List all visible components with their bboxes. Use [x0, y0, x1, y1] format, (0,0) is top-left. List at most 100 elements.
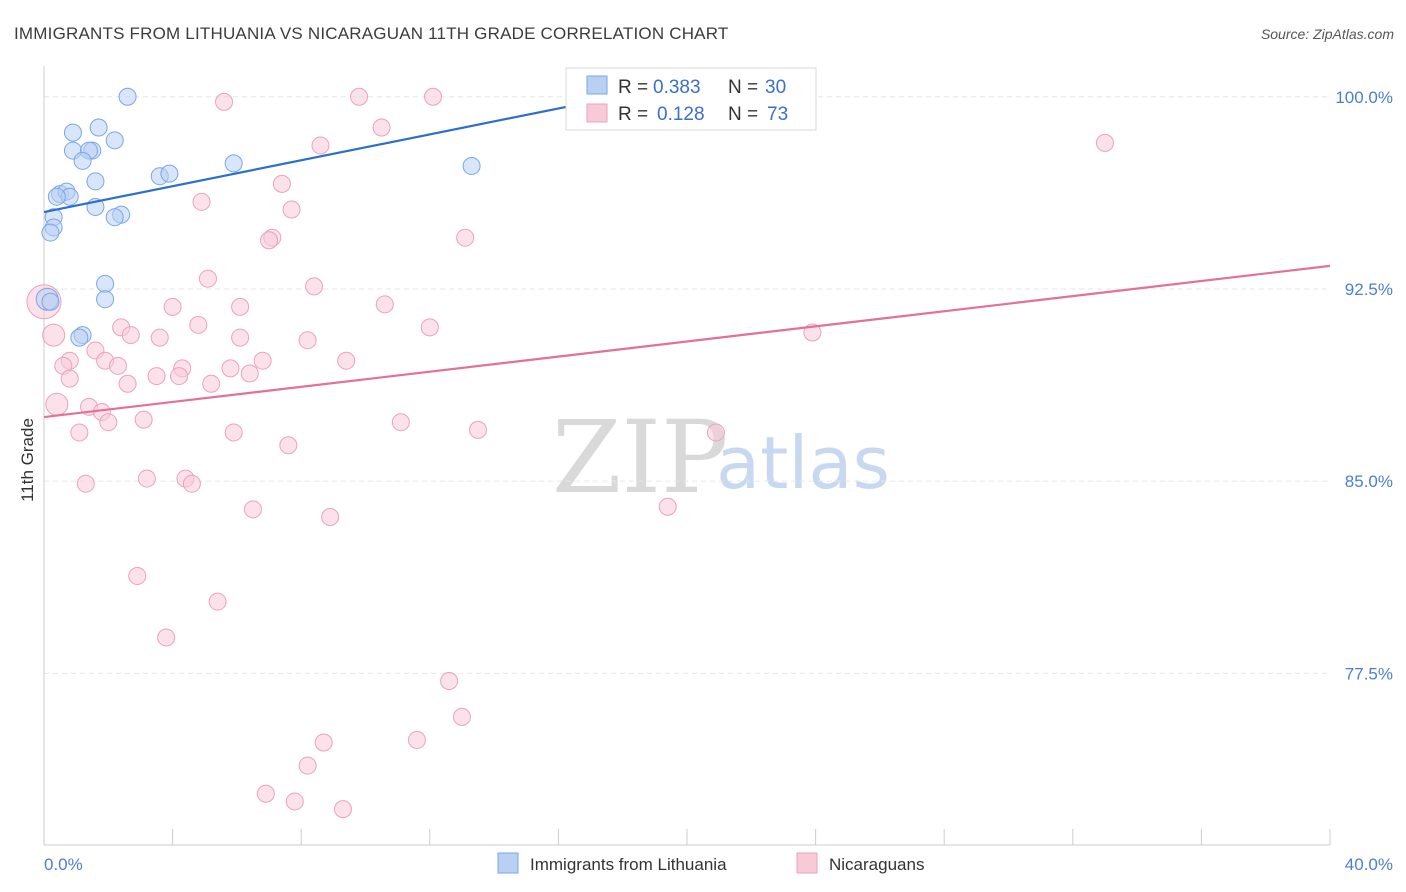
- point-nicaraguans-38: [240, 364, 259, 383]
- point-lithuania-21: [41, 223, 60, 242]
- chart-source: Source: ZipAtlas.com: [1261, 26, 1394, 42]
- point-nicaraguans-59: [658, 497, 677, 516]
- point-nicaraguans-1: [350, 87, 369, 106]
- point-nicaraguans-64: [452, 707, 471, 726]
- point-nicaraguans-67: [298, 756, 317, 775]
- point-nicaraguans-13: [198, 269, 217, 288]
- point-nicaraguans-68: [256, 784, 275, 803]
- point-lithuania-28: [47, 187, 66, 206]
- gridlines: [44, 96, 1330, 674]
- point-nicaraguans-56: [76, 474, 95, 493]
- point-nicaraguans-35: [221, 359, 240, 378]
- axes: [43, 66, 1331, 846]
- point-nicaraguans-46: [99, 413, 118, 432]
- point-nicaraguans-7: [272, 174, 291, 193]
- legend-stats-frame: [565, 67, 817, 131]
- point-lithuania-18: [105, 208, 124, 227]
- point-nicaraguans-66: [407, 730, 426, 749]
- point-nicaraguans-49: [224, 423, 243, 442]
- point-nicaraguans-12: [260, 231, 279, 250]
- x-tick-labels: 0.0% 40.0%: [44, 855, 1393, 874]
- point-nicaraguans-42: [45, 392, 69, 416]
- legend-bottom: Immigrants from Lithuania Nicaraguans: [497, 852, 924, 874]
- x-tick-label-1: 40.0%: [1345, 855, 1393, 874]
- legend-n-nicaraguans: 73: [767, 104, 788, 125]
- point-nicaraguans-15: [163, 297, 182, 316]
- y-tick-label-2: 85.0%: [1345, 472, 1393, 491]
- point-nicaraguans-45: [134, 410, 153, 429]
- watermark-zip: ZIP: [552, 399, 728, 516]
- y-tick-labels: 100.0% 92.5% 85.0% 77.5%: [1335, 88, 1393, 684]
- point-nicaraguans-23: [150, 328, 169, 347]
- legend-bottom-swatch-lithuania: [497, 852, 519, 874]
- y-tick-label-3: 77.5%: [1345, 664, 1393, 683]
- point-nicaraguans-31: [337, 351, 356, 370]
- point-nicaraguans-40: [202, 374, 221, 393]
- point-lithuania-7: [73, 151, 92, 170]
- point-lithuania-8: [224, 154, 243, 173]
- point-lithuania-3: [63, 123, 82, 142]
- point-nicaraguans-19: [189, 315, 208, 334]
- trendline-lithuania: [43, 87, 656, 214]
- point-nicaraguans-58: [321, 508, 340, 526]
- legend-r-lithuania: 0.383: [653, 77, 701, 98]
- point-nicaraguans-25: [298, 331, 317, 350]
- legend-swatch-nicaraguans: [586, 103, 608, 123]
- point-nicaraguans-16: [231, 297, 250, 316]
- point-nicaraguans-52: [279, 436, 298, 455]
- point-lithuania-1: [89, 118, 108, 137]
- point-lithuania-11: [160, 164, 179, 183]
- point-lithuania-22: [96, 274, 115, 293]
- point-nicaraguans-17: [375, 295, 394, 314]
- point-nicaraguans-33: [108, 356, 127, 375]
- point-nicaraguans-22: [121, 326, 140, 345]
- point-nicaraguans-48: [70, 423, 89, 442]
- point-nicaraguans-70: [333, 800, 352, 819]
- point-nicaraguans-41: [118, 374, 137, 393]
- point-nicaraguans-20: [420, 318, 439, 337]
- point-nicaraguans-5: [311, 136, 330, 155]
- point-lithuania-23: [96, 290, 115, 309]
- point-nicaraguans-14: [305, 277, 324, 296]
- point-nicaraguans-55: [182, 474, 201, 493]
- point-lithuania-9: [462, 156, 481, 175]
- series-lithuania: [35, 87, 648, 347]
- point-nicaraguans-36: [147, 367, 166, 386]
- point-lithuania-0: [118, 87, 137, 106]
- legend-swatch-lithuania: [586, 75, 608, 95]
- legend-r-nicaraguans: 0.128: [657, 104, 705, 125]
- series-nicaraguans: [26, 87, 1114, 819]
- legend-stats-box: R = 0.383 N = 30 R = 0.128 N = 73: [565, 67, 817, 131]
- point-lithuania-25: [70, 328, 89, 347]
- point-nicaraguans-10: [456, 228, 475, 247]
- point-nicaraguans-2: [424, 87, 443, 106]
- point-nicaraguans-39: [60, 369, 79, 388]
- y-tick-label-0: 100.0%: [1335, 88, 1393, 107]
- point-nicaraguans-57: [243, 500, 262, 519]
- point-lithuania-12: [86, 172, 105, 191]
- legend-bottom-swatch-nicaraguans: [796, 852, 818, 874]
- point-nicaraguans-63: [440, 672, 459, 690]
- legend-n-label-lithuania: N =: [728, 77, 758, 98]
- watermark: ZIP atlas: [552, 399, 890, 516]
- legend-bottom-label-lithuania: Immigrants from Lithuania: [530, 855, 727, 874]
- point-lithuania-29: [41, 292, 60, 311]
- y-tick-label-1: 92.5%: [1345, 280, 1393, 299]
- point-nicaraguans-62: [157, 628, 176, 647]
- point-nicaraguans-21: [42, 323, 66, 347]
- trendline-nicaraguans: [43, 264, 1331, 419]
- point-lithuania-2: [105, 131, 124, 150]
- series-layer: [26, 87, 1331, 819]
- legend-r-label-nicaraguans: R =: [618, 104, 648, 125]
- point-nicaraguans-65: [314, 733, 333, 752]
- legend-n-label-nicaraguans: N =: [728, 104, 758, 125]
- point-nicaraguans-51: [706, 423, 725, 442]
- point-nicaraguans-4: [372, 118, 391, 137]
- point-nicaraguans-53: [137, 469, 156, 488]
- point-nicaraguans-24: [231, 328, 250, 347]
- point-nicaraguans-9: [282, 200, 301, 219]
- point-nicaraguans-47: [391, 413, 410, 432]
- chart-title: IMMIGRANTS FROM LITHUANIA VS NICARAGUAN …: [14, 24, 728, 43]
- y-axis-label: 11th Grade: [18, 418, 37, 502]
